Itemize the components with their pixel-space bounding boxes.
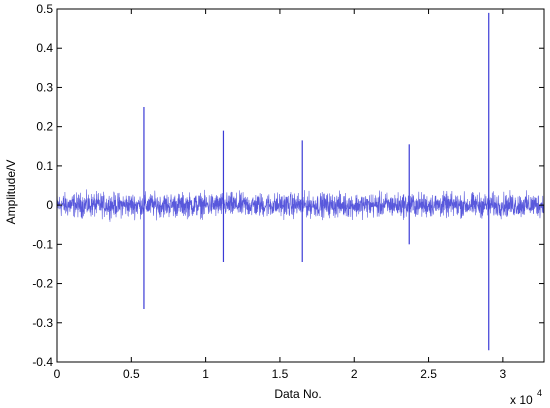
x-tick-label: 1 [202, 367, 209, 381]
y-tick-label: 0 [46, 198, 53, 212]
x-tick-label: 0 [54, 367, 61, 381]
y-axis-ticks: 0.5 0.4 0.3 0.2 0.1 0 -0.1 -0.2 -0.3 -0.4 [32, 2, 544, 369]
y-tick-label: -0.2 [32, 277, 53, 291]
y-tick-label: -0.1 [32, 237, 53, 251]
plot-area [57, 9, 544, 362]
x-tick-label: 1.5 [272, 367, 289, 381]
y-tick-label: 0.5 [36, 2, 53, 16]
x-axis-exponent-label: x 10 [510, 393, 533, 407]
x-tick-label: 3 [500, 367, 507, 381]
signal-line [56, 189, 545, 222]
y-tick-label: 0.1 [36, 159, 53, 173]
x-tick-label: 2 [351, 367, 358, 381]
x-axis-ticks: 0 0.5 1 1.5 2 2.5 3 [54, 9, 507, 381]
y-tick-label: 0.2 [36, 120, 53, 134]
x-tick-label: 0.5 [123, 367, 140, 381]
y-tick-label: 0.4 [36, 41, 53, 55]
x-tick-label: 2.5 [420, 367, 437, 381]
spikes [143, 12, 490, 351]
plot-background [57, 9, 544, 362]
y-tick-label: 0.3 [36, 80, 53, 94]
axes-box [56, 8, 545, 363]
y-tick-label: -0.4 [32, 355, 53, 369]
x-axis-exponent: 4 [537, 388, 542, 398]
x-axis-label: Data No. [274, 387, 321, 401]
y-axis-label: Amplitude/V [4, 160, 18, 225]
y-tick-label: -0.3 [32, 316, 53, 330]
axes [56, 8, 545, 363]
series-signal [56, 189, 545, 222]
